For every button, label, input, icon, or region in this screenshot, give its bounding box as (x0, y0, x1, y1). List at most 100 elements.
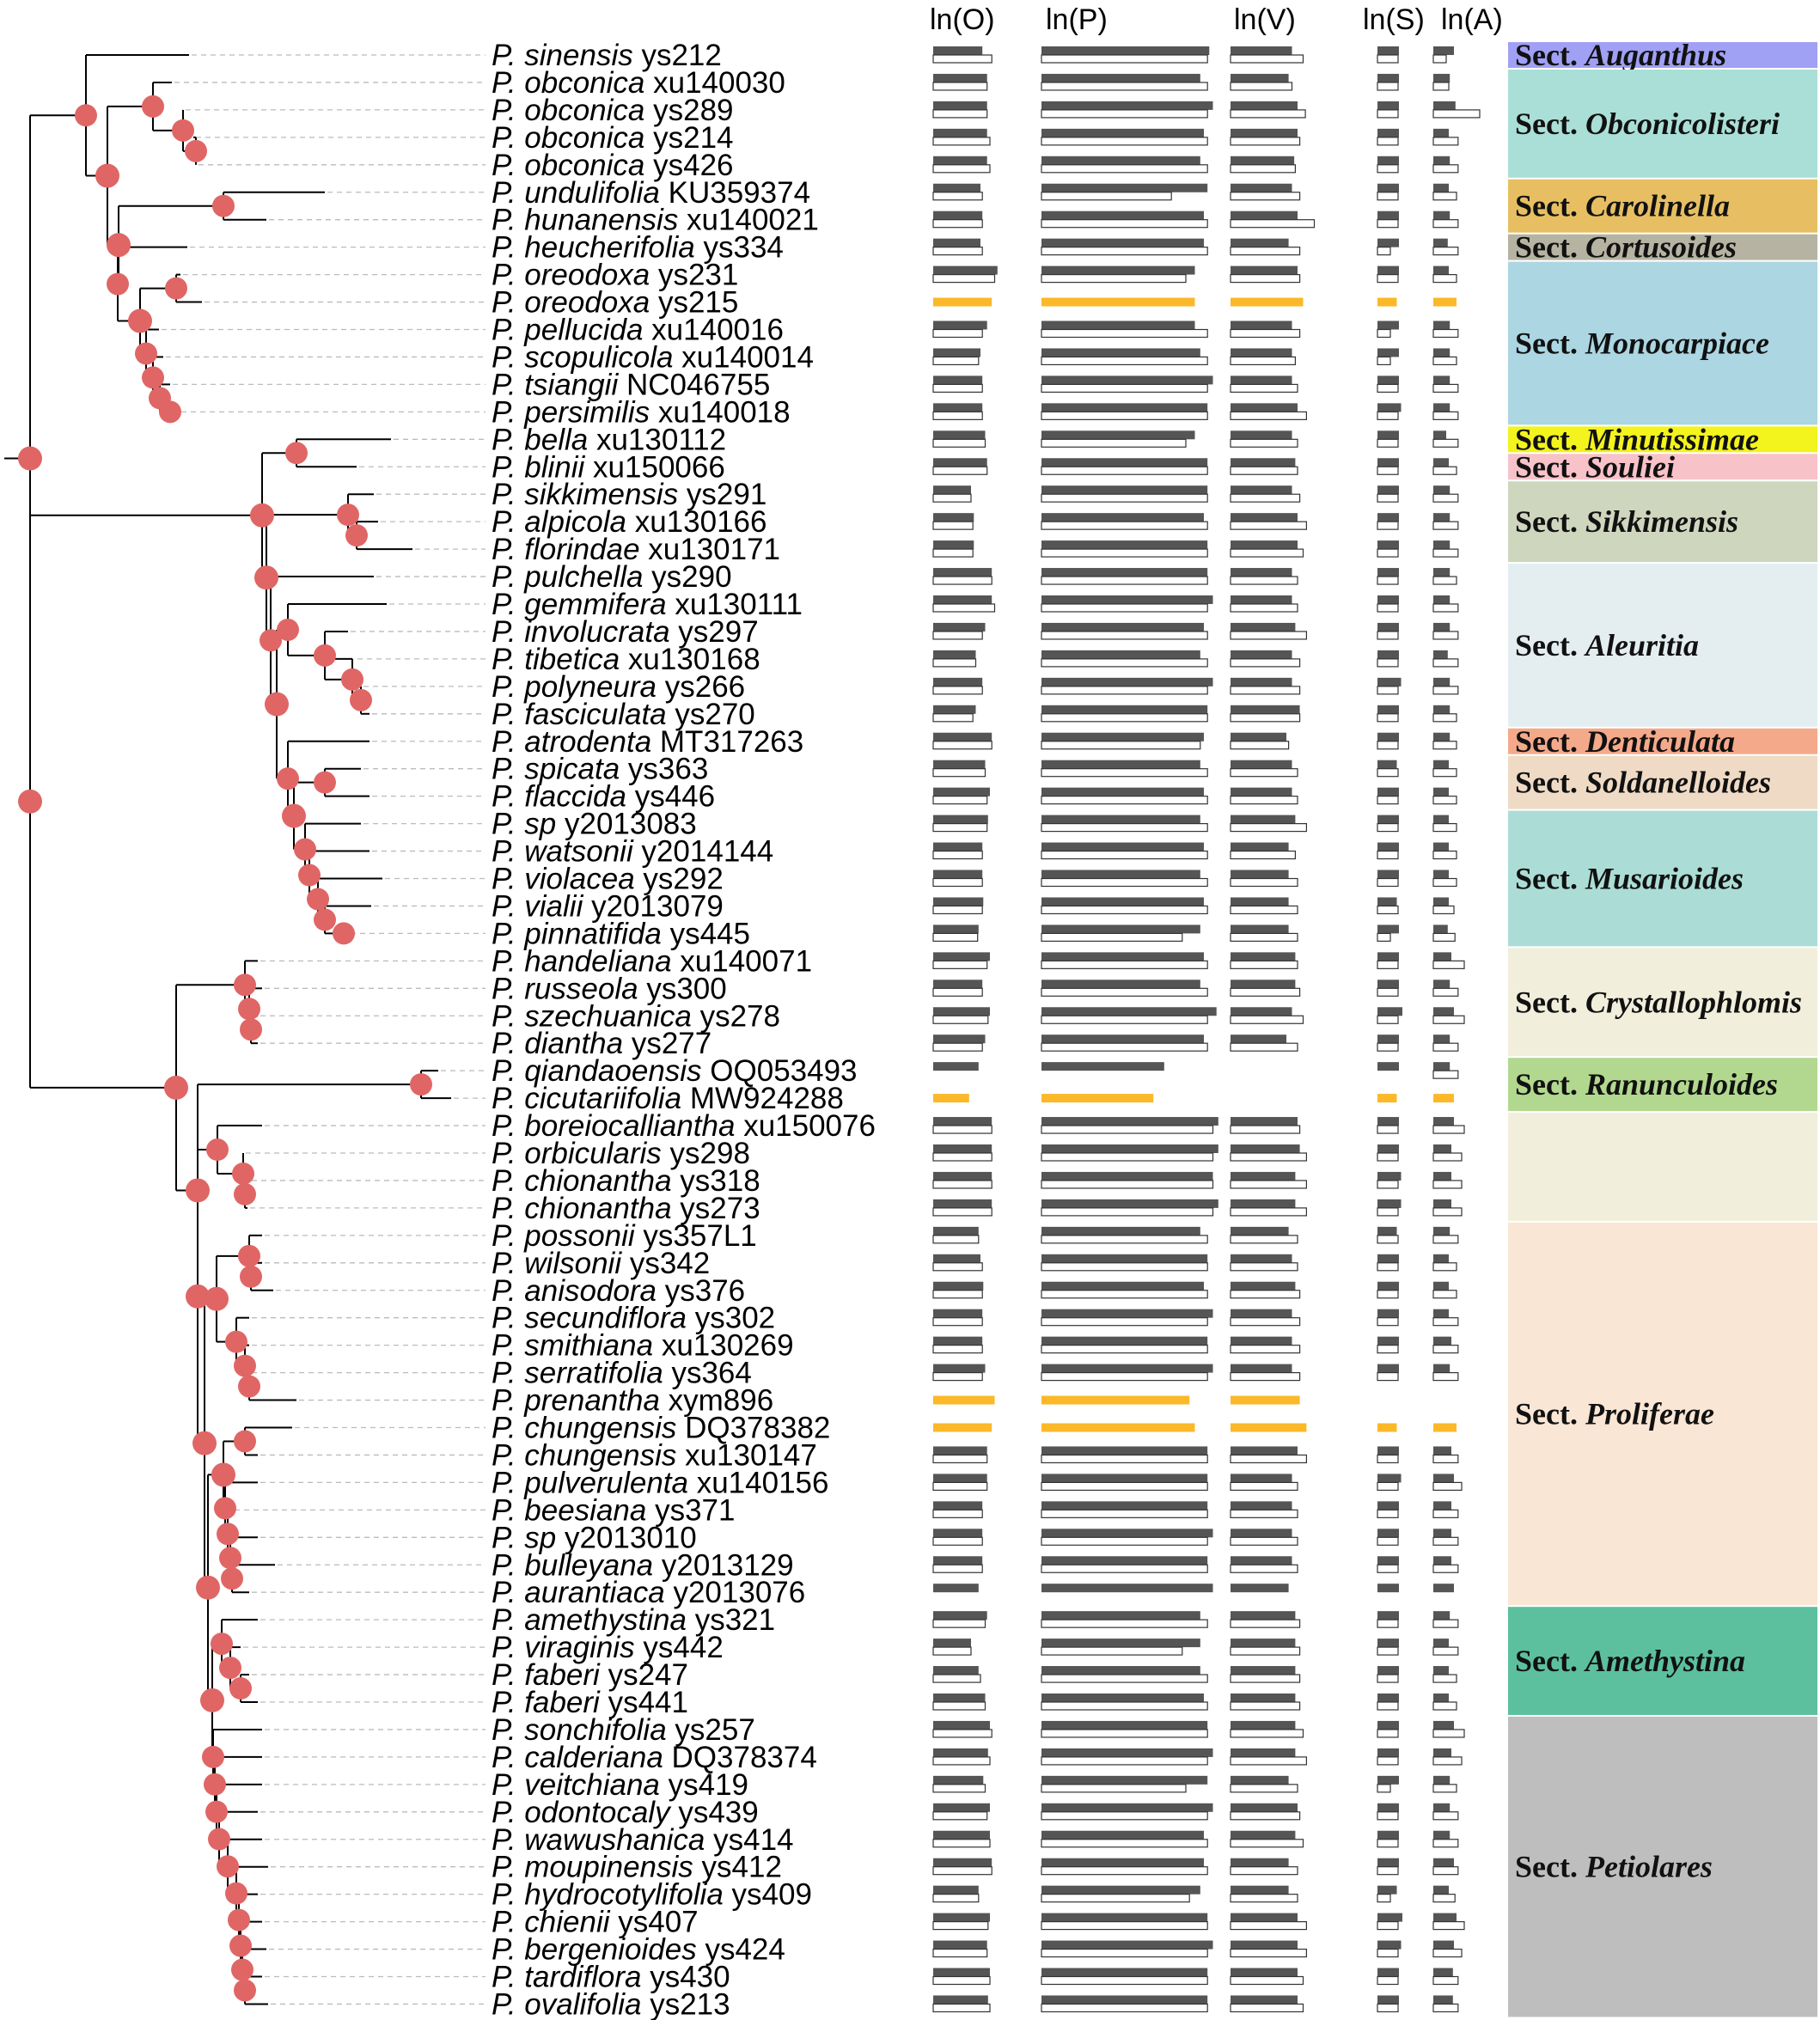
taxon-epithet: tardiflora (524, 1961, 650, 1994)
trait-bar-mean (1041, 1830, 1204, 1840)
trait-bar-range (932, 1180, 992, 1189)
trait-bar-range (932, 383, 983, 393)
taxon-label: P. faberi ys247 (492, 1658, 688, 1692)
taxon-voucher: xu140014 (681, 340, 814, 374)
section-band (1508, 454, 1817, 480)
taxon-epithet: serratifolia (524, 1357, 671, 1390)
trait-bar-range (1432, 686, 1459, 695)
trait-bar-range (1041, 493, 1208, 503)
trait-bar-mean (1433, 1611, 1451, 1620)
trait-bar-mean (1041, 265, 1195, 275)
trait-bar-range (1041, 219, 1208, 229)
support-node (214, 1497, 236, 1520)
trait-bar-mean (1377, 595, 1399, 604)
trait-bar-mean (1231, 870, 1289, 879)
taxon-voucher: MT317263 (660, 725, 803, 759)
taxon-label: P. chionantha ys318 (492, 1164, 760, 1198)
trait-bar-mean (1041, 1611, 1200, 1620)
support-node (208, 1828, 230, 1851)
trait-bar-range (1230, 1948, 1308, 1958)
taxon-label: P. odontocaly ys439 (492, 1796, 759, 1829)
taxon-label: P. tsiangii NC046755 (492, 368, 770, 401)
support-node (172, 119, 194, 142)
trait-bar-mean (1231, 320, 1292, 330)
trait-bar-range (1377, 1015, 1399, 1024)
trait-bar-mean (1041, 1913, 1208, 1922)
trait-bar-range (1377, 1756, 1399, 1766)
taxon-epithet: obconica (524, 66, 653, 100)
taxon-voucher: ys419 (669, 1768, 748, 1802)
taxon-epithet: heucherifolia (524, 231, 703, 265)
trait-bar-mean (1433, 1281, 1449, 1291)
trait-bar-mean (1041, 348, 1200, 357)
support-node (314, 908, 336, 931)
trait-bar-mean (1231, 1034, 1286, 1044)
trait-bar-mean (1231, 430, 1292, 440)
trait-bar-range (932, 1866, 992, 1876)
trait-bar-mean (933, 677, 983, 687)
trait-bar-range (1432, 741, 1457, 750)
taxon-epithet: alpicola (524, 505, 634, 539)
taxon-epithet: viraginis (524, 1631, 643, 1664)
trait-bar-range (1230, 905, 1298, 915)
trait-bar-missing (1041, 1395, 1190, 1405)
trait-bar-range (1432, 1317, 1459, 1327)
trait-bar-mean (1433, 897, 1449, 906)
support-node (205, 1286, 229, 1311)
trait-bar-mean (1433, 540, 1451, 550)
trait-bar-mean (1041, 1144, 1218, 1153)
trait-bar-range (1432, 987, 1459, 997)
taxon-voucher: ys442 (643, 1631, 723, 1664)
trait-bar-mean (1377, 430, 1399, 440)
trait-bar-mean (1041, 925, 1200, 934)
trait-bar-range (1041, 1345, 1208, 1354)
support-node (231, 1958, 253, 1981)
trait-bar-mean (1377, 760, 1397, 769)
trait-bar-range (1377, 493, 1399, 503)
trait-bar-range (1041, 82, 1208, 91)
taxon-genus: P. (492, 450, 524, 484)
section-name: Proliferae (1585, 1397, 1714, 1431)
trait-bar-mean (1231, 485, 1292, 495)
taxon-label: P. obconica xu140030 (492, 66, 785, 100)
trait-bar-range (1230, 686, 1301, 695)
trait-bar-mean (1377, 1611, 1399, 1620)
trait-bar-range (932, 1975, 991, 1986)
trait-bar-range (1377, 1619, 1399, 1628)
trait-bar-mean (933, 320, 987, 330)
taxon-genus: P. (492, 560, 524, 594)
taxon-genus: P. (492, 259, 524, 292)
trait-bar-mean (1231, 1940, 1298, 1950)
trait-bar-mean (1231, 650, 1292, 659)
trait-bar-missing (1377, 297, 1397, 307)
trait-bar-range (1041, 1729, 1208, 1738)
taxon-genus: P. (492, 286, 524, 320)
trait-bar-range (1230, 54, 1304, 64)
trait-bar-mean (1041, 1364, 1213, 1373)
trait-bar-mean (933, 897, 984, 906)
support-node (211, 1632, 233, 1656)
column-header-ln-v: ln(V) (1234, 3, 1296, 36)
taxon-voucher: ys364 (671, 1357, 751, 1390)
support-node (18, 789, 42, 814)
trait-bar-mean (1377, 1803, 1399, 1812)
taxon-label: P. szechuanica ys278 (492, 999, 780, 1033)
taxon-label: P. oreodoxa ys231 (492, 259, 738, 292)
trait-bar-mean (1041, 320, 1195, 330)
trait-bar-range (1041, 164, 1208, 174)
trait-bar-mean (1041, 897, 1204, 906)
trait-bar-mean (1231, 183, 1292, 192)
trait-bar-mean (1041, 1281, 1204, 1291)
trait-bar-range (1432, 822, 1457, 833)
support-node (260, 629, 282, 652)
trait-bar-range (932, 631, 983, 640)
trait-bar-mean (933, 156, 987, 165)
trait-bar-mean (933, 1364, 986, 1373)
trait-bar-range (1377, 1345, 1399, 1354)
trait-bar-mean (933, 1830, 990, 1840)
taxon-voucher: ys290 (651, 560, 731, 594)
support-node (337, 503, 359, 527)
taxon-genus: P. (492, 1987, 524, 2020)
trait-bar-mean (1231, 1775, 1289, 1785)
trait-bar-mean (1433, 595, 1451, 604)
